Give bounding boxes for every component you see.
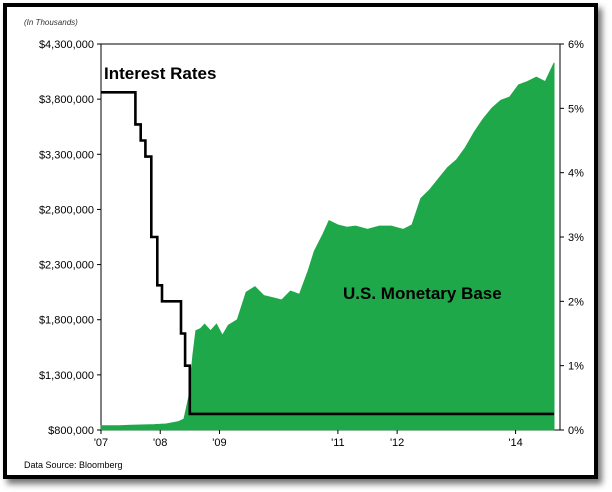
left-tick-label: $1,300,000 (39, 370, 94, 382)
right-tick-label: 5% (568, 103, 584, 115)
x-tick-label: '11 (331, 437, 345, 449)
right-tick-label: 0% (568, 425, 584, 437)
left-tick-label: $3,800,000 (39, 94, 94, 106)
units-note: (In Thousands) (24, 18, 78, 27)
x-tick-label: '14 (508, 437, 522, 449)
interest-rates-label: Interest Rates (104, 64, 216, 83)
right-tick-label: 6% (568, 39, 584, 51)
left-tick-label: $2,800,000 (39, 204, 94, 216)
data-source: Data Source: Bloomberg (24, 460, 123, 470)
left-tick-label: $4,300,000 (39, 39, 94, 51)
x-tick-label: '09 (212, 437, 226, 449)
left-tick-label: $3,300,000 (39, 149, 94, 161)
right-tick-label: 4% (568, 168, 584, 180)
monetary-base-area (100, 62, 555, 431)
x-tick-label: '08 (153, 437, 167, 449)
right-tick-label: 2% (568, 296, 584, 308)
left-tick-label: $800,000 (48, 425, 94, 437)
right-tick-label: 3% (568, 232, 584, 244)
interest-rate-line (101, 91, 555, 416)
left-tick-label: $1,800,000 (39, 315, 94, 327)
monetary-base-label: U.S. Monetary Base (343, 284, 502, 303)
right-tick-label: 1% (568, 361, 584, 373)
x-tick-label: '07 (94, 437, 108, 449)
left-tick-label: $2,300,000 (39, 260, 94, 272)
x-tick-label: '12 (390, 437, 404, 449)
